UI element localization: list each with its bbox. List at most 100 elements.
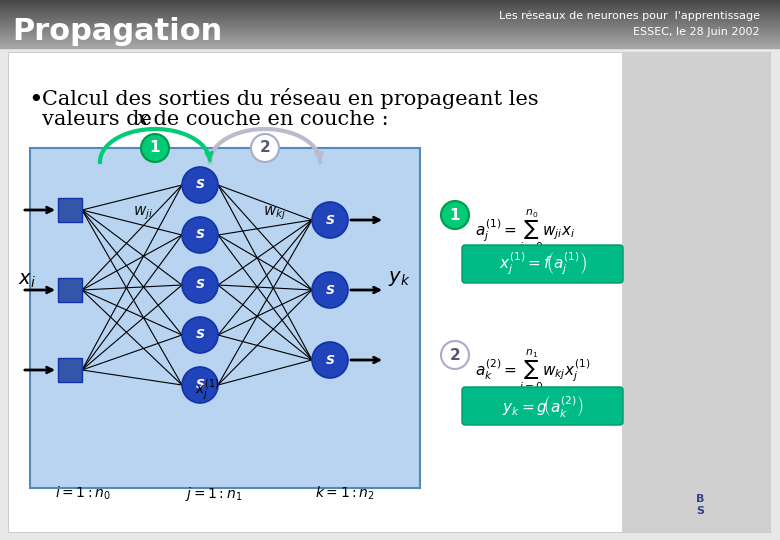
Text: $i=1:n_0$: $i=1:n_0$	[55, 485, 111, 502]
Text: ESSEC, le 28 Juin 2002: ESSEC, le 28 Juin 2002	[633, 27, 760, 37]
Text: $y_k = g\!\left(a_k^{(2)}\right)$: $y_k = g\!\left(a_k^{(2)}\right)$	[502, 393, 583, 419]
FancyBboxPatch shape	[30, 148, 420, 488]
Bar	[0, 13, 780, 14]
Bar	[0, 7, 780, 8]
Bar	[58, 278, 82, 302]
Text: $x_j^{(1)}$: $x_j^{(1)}$	[195, 378, 219, 403]
Bar	[0, 22, 780, 23]
Circle shape	[441, 341, 469, 369]
Bar	[0, 10, 780, 11]
Bar	[0, 44, 780, 45]
Bar	[0, 26, 780, 27]
Bar	[58, 198, 82, 222]
Text: S: S	[196, 179, 204, 192]
Bar	[0, 2, 780, 3]
Bar	[0, 20, 780, 21]
Bar	[0, 27, 780, 28]
Bar	[0, 30, 780, 31]
Bar	[0, 46, 780, 47]
Circle shape	[441, 201, 469, 229]
Bar	[0, 24, 780, 25]
FancyBboxPatch shape	[0, 0, 780, 48]
Circle shape	[182, 317, 218, 353]
Text: de couche en couche :: de couche en couche :	[147, 110, 388, 129]
Circle shape	[141, 134, 169, 162]
Bar	[0, 38, 780, 39]
Text: $x_j^{(1)} = f\!\left(a_j^{(1)}\right)$: $x_j^{(1)} = f\!\left(a_j^{(1)}\right)$	[499, 251, 587, 278]
Circle shape	[312, 342, 348, 378]
Bar	[0, 43, 780, 44]
Bar	[0, 8, 780, 9]
Text: 1: 1	[150, 140, 160, 156]
Bar	[0, 21, 780, 22]
Text: x: x	[137, 110, 149, 129]
Circle shape	[182, 167, 218, 203]
Bar	[0, 35, 780, 36]
Text: $a_j^{(1)} = \sum_{i=0}^{n_0} w_{ji} x_i$: $a_j^{(1)} = \sum_{i=0}^{n_0} w_{ji} x_i…	[475, 208, 575, 253]
Bar	[0, 42, 780, 43]
Bar	[0, 3, 780, 4]
Bar	[0, 36, 780, 37]
Bar	[0, 16, 780, 17]
Text: $y_k$: $y_k$	[388, 269, 410, 288]
Text: S: S	[196, 379, 204, 392]
Bar	[0, 47, 780, 48]
Bar	[0, 37, 780, 38]
Bar	[8, 52, 770, 532]
Bar	[0, 39, 780, 40]
Bar	[58, 358, 82, 382]
Bar	[0, 11, 780, 12]
Text: $j=1:n_1$: $j=1:n_1$	[185, 485, 243, 503]
FancyBboxPatch shape	[462, 245, 623, 283]
Circle shape	[182, 367, 218, 403]
Bar	[0, 4, 780, 5]
Bar	[0, 5, 780, 6]
Text: S: S	[196, 328, 204, 341]
Bar	[0, 9, 780, 10]
Text: $w_{ji}$: $w_{ji}$	[133, 204, 154, 222]
Bar	[0, 23, 780, 24]
Text: $x_i$: $x_i$	[18, 272, 36, 291]
Text: 2: 2	[260, 140, 271, 156]
Bar	[0, 15, 780, 16]
Text: $k=1:n_2$: $k=1:n_2$	[315, 485, 375, 502]
Text: 1: 1	[450, 207, 460, 222]
Bar	[0, 31, 780, 32]
Text: $a_k^{(2)} = \sum_{j=0}^{n_1} w_{kj} x_j^{(1)}$: $a_k^{(2)} = \sum_{j=0}^{n_1} w_{kj} x_j…	[475, 348, 590, 395]
Bar	[0, 45, 780, 46]
Circle shape	[312, 272, 348, 308]
Text: valeurs de: valeurs de	[42, 110, 158, 129]
Bar	[0, 25, 780, 26]
Bar	[0, 41, 780, 42]
Text: B
S: B S	[696, 494, 704, 516]
Bar	[0, 6, 780, 7]
Bar	[0, 33, 780, 34]
Circle shape	[312, 202, 348, 238]
Bar	[0, 29, 780, 30]
Text: Propagation: Propagation	[12, 17, 222, 46]
Text: S: S	[196, 279, 204, 292]
Bar	[0, 1, 780, 2]
Bar	[622, 52, 770, 532]
Bar	[0, 32, 780, 33]
Text: 2: 2	[449, 348, 460, 362]
Text: Calcul des sorties du réseau en propageant les: Calcul des sorties du réseau en propagea…	[42, 88, 539, 109]
Bar	[0, 34, 780, 35]
Bar	[0, 18, 780, 19]
Bar	[0, 0, 780, 1]
Text: Les réseaux de neurones pour  l'apprentissage: Les réseaux de neurones pour l'apprentis…	[499, 11, 760, 21]
Bar	[0, 12, 780, 13]
Bar	[0, 40, 780, 41]
Bar	[0, 19, 780, 20]
Text: $w_{kj}$: $w_{kj}$	[263, 204, 286, 222]
Bar	[0, 17, 780, 18]
Bar	[0, 14, 780, 15]
Text: S: S	[325, 213, 335, 226]
Text: S: S	[196, 228, 204, 241]
Circle shape	[251, 134, 279, 162]
Circle shape	[182, 217, 218, 253]
Bar	[0, 28, 780, 29]
FancyBboxPatch shape	[462, 387, 623, 425]
Circle shape	[182, 267, 218, 303]
Text: S: S	[325, 284, 335, 296]
